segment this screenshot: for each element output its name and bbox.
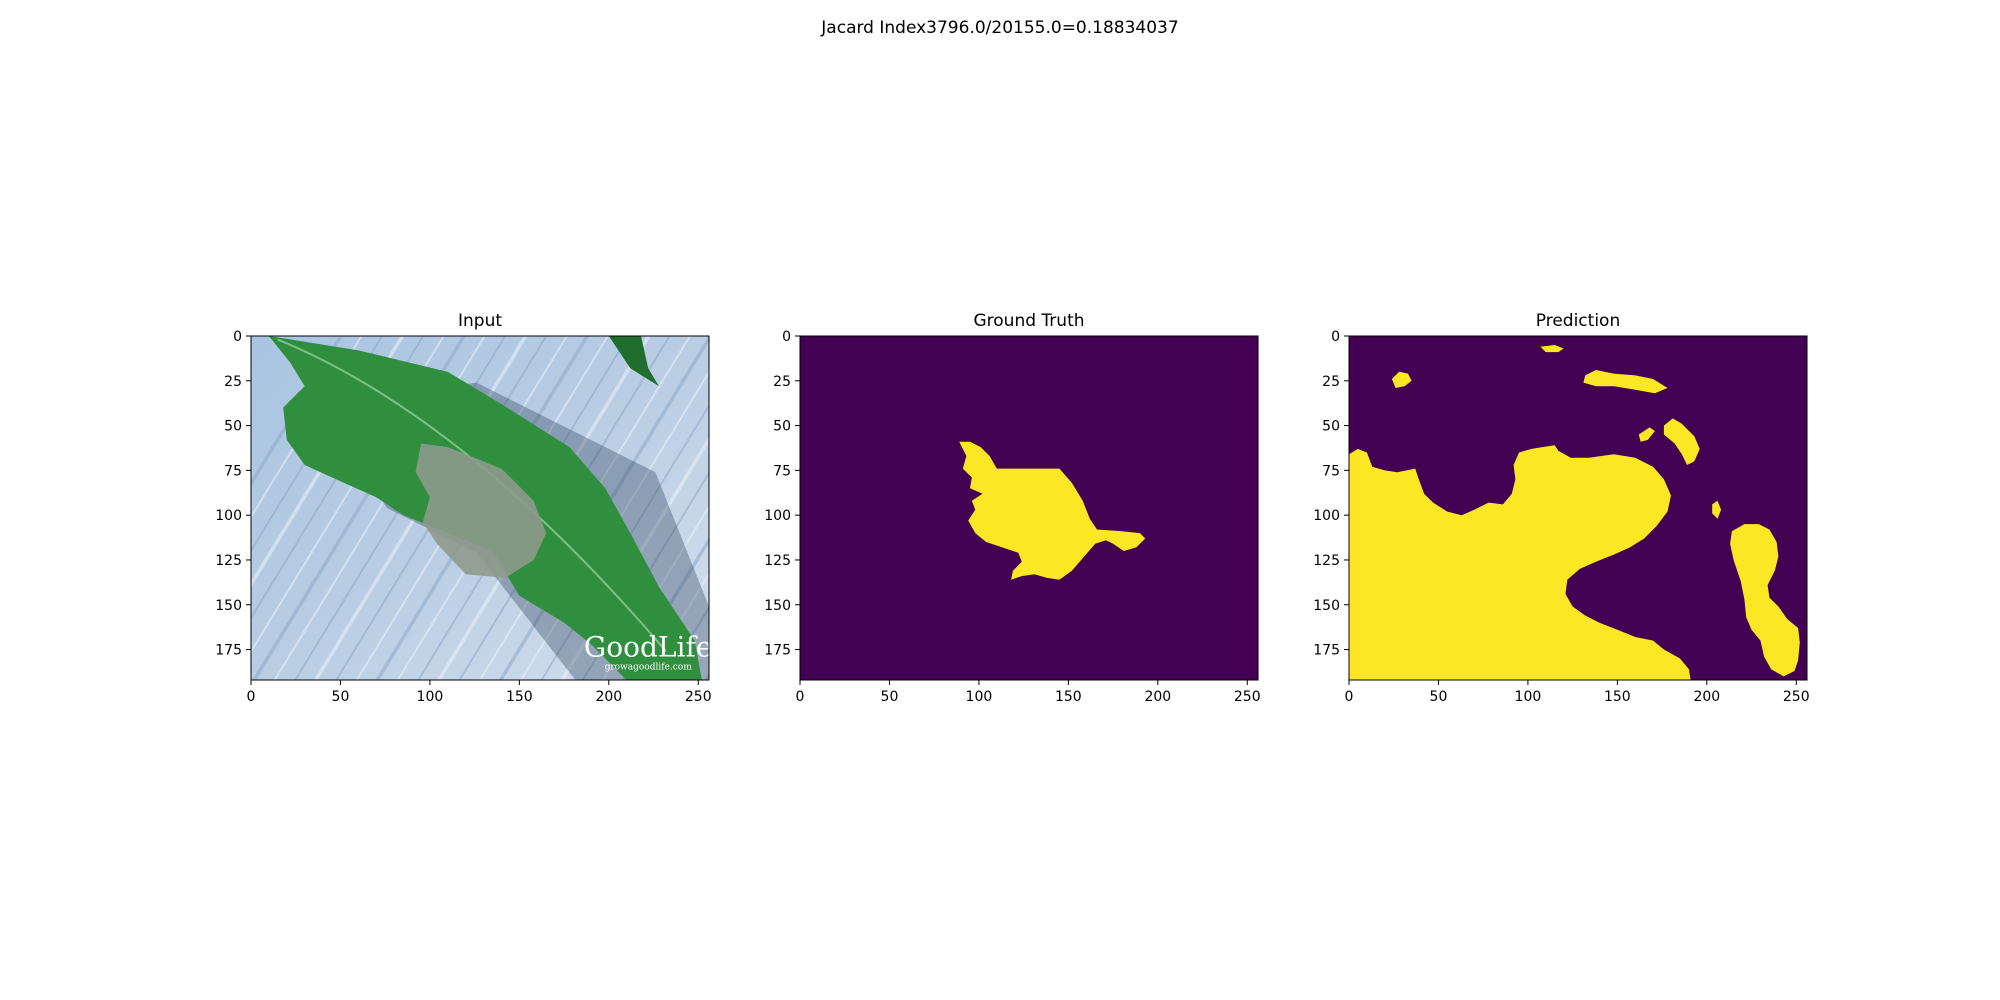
input-y-tick-label: 100 (215, 508, 242, 524)
ground-truth-x-tick-label: 200 (1144, 689, 1171, 705)
ground-truth-y-tick-label: 150 (764, 598, 791, 614)
ground-truth-x-tick-label: 0 (796, 689, 805, 705)
ground-truth-x-tick-label: 150 (1055, 689, 1082, 705)
input-frame (250, 335, 710, 681)
prediction-mask-region (1583, 370, 1668, 394)
wood-grain-line (663, 605, 709, 680)
prediction-x-tick-label: 150 (1604, 689, 1631, 705)
leaf-tip (608, 336, 659, 387)
input-title: Input (458, 311, 502, 331)
input-y-tick-label: 125 (215, 553, 242, 569)
watermark-url: growagoodlife.com (605, 662, 693, 672)
input-x-tick-label: 250 (685, 689, 712, 705)
prediction-x-tick-label: 200 (1693, 689, 1720, 705)
prediction-y-tick-label: 150 (1313, 598, 1340, 614)
prediction-title: Prediction (1536, 311, 1620, 331)
input-y-tick-label: 175 (215, 643, 242, 659)
ground-truth-y-tick-label: 0 (782, 329, 791, 345)
prediction-x-tick-label: 50 (1430, 689, 1448, 705)
input-x-tick-label: 200 (595, 689, 622, 705)
ground-truth-y-tick-label: 25 (773, 374, 791, 390)
input-y-tick-label: 50 (224, 419, 242, 435)
prediction-mask-region (1391, 371, 1412, 388)
ground-truth-y-tick-label: 175 (764, 643, 791, 659)
ground-truth-title: Ground Truth (973, 311, 1084, 331)
prediction-mask-region (1712, 500, 1722, 519)
ground-truth-x-tick-label: 50 (881, 689, 899, 705)
prediction-y-tick-label: 25 (1322, 374, 1340, 390)
ground-truth-y-tick-label: 75 (773, 463, 791, 479)
input-x-tick-label: 100 (417, 689, 444, 705)
prediction-x-tick-label: 0 (1345, 689, 1354, 705)
prediction-y-tick-label: 0 (1331, 329, 1340, 345)
input-y-tick-label: 75 (224, 463, 242, 479)
ground-truth-y-tick-label: 125 (764, 553, 791, 569)
prediction-axes: Prediction 0 50 100 150 200 250 0 25 50 75 100 125 15… (1313, 311, 1809, 705)
prediction-mask-region (1638, 427, 1655, 442)
input-y-tick-label: 0 (233, 329, 242, 345)
input-y-tick-label: 25 (224, 374, 242, 390)
figure-suptitle: Jacard Index3796.0/20155.0=0.18834037 (820, 18, 1178, 38)
prediction-mask-region (1663, 418, 1700, 465)
prediction-y-tick-label: 125 (1313, 553, 1340, 569)
input-x-tick-label: 50 (332, 689, 350, 705)
prediction-image (1349, 336, 1807, 680)
ground-truth-frame (799, 335, 1259, 681)
ground-truth-mask-region (959, 441, 1146, 580)
leaf-lesion (415, 443, 547, 578)
ground-truth-y-tick-label: 50 (773, 419, 791, 435)
ground-truth-x-tick-label: 250 (1234, 689, 1261, 705)
prediction-y-tick-label: 50 (1322, 419, 1340, 435)
ground-truth-image (800, 336, 1258, 680)
wood-grain-line (520, 370, 709, 680)
prediction-y-tick-label: 100 (1313, 508, 1340, 524)
ground-truth-axes: Ground Truth 0 50 100 150 200 250 0 25 50 75 100 125… (764, 311, 1260, 705)
prediction-x-tick-label: 100 (1515, 689, 1542, 705)
input-x-tick-label: 0 (247, 689, 256, 705)
input-x-tick-label: 150 (506, 689, 533, 705)
prediction-y-tick-label: 175 (1313, 643, 1340, 659)
watermark-logo: GoodLife (584, 631, 713, 664)
prediction-mask-region (1730, 524, 1800, 677)
ground-truth-y-tick-label: 100 (764, 508, 791, 524)
prediction-x-tick-label: 250 (1783, 689, 1810, 705)
prediction-frame (1348, 335, 1808, 681)
prediction-y-tick-label: 75 (1322, 463, 1340, 479)
prediction-mask-region (1540, 345, 1564, 353)
input-y-tick-label: 150 (215, 598, 242, 614)
ground-truth-x-tick-label: 100 (966, 689, 993, 705)
prediction-mask-region (1349, 445, 1691, 680)
